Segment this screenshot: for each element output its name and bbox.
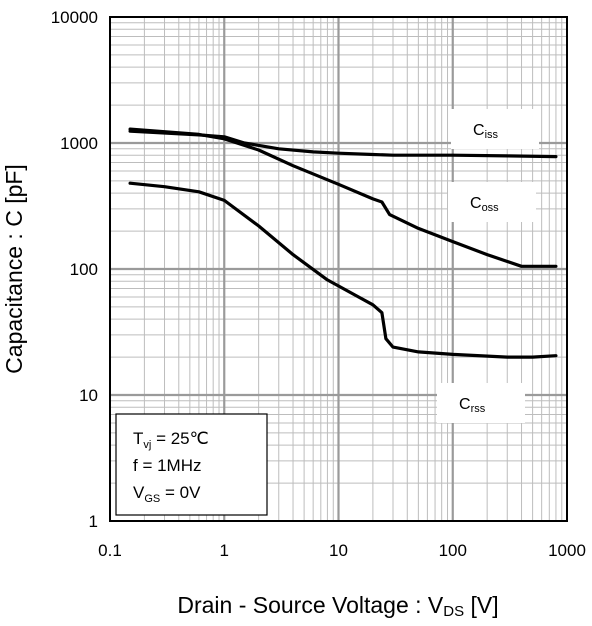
y-tick-label: 10000 <box>51 8 98 27</box>
x-tick-labels: 0.1 1 10 100 1000 <box>98 541 586 560</box>
y-tick-label: 100 <box>70 260 98 279</box>
series-label-coss: Coss <box>448 182 536 222</box>
y-tick-label: 1000 <box>60 134 98 153</box>
x-axis-title: Drain - Source Voltage : VDS [V] <box>177 592 498 620</box>
x-tick-label: 10 <box>329 541 348 560</box>
conditions-frame <box>115 413 268 516</box>
series-label-text: Coss <box>470 195 499 214</box>
series-labels: Ciss Coss Crss <box>437 109 539 423</box>
condition-frequency: f = 1MHz <box>133 456 202 475</box>
series-label-text: Crss <box>459 396 486 415</box>
series-label-ciss: Ciss <box>451 109 539 149</box>
series-line-crss <box>128 181 558 359</box>
y-tick-label: 10 <box>79 386 98 405</box>
series-layer <box>128 127 558 359</box>
condition-vgs: VGS = 0V <box>133 483 201 505</box>
plot-frame <box>109 16 568 522</box>
x-tick-label: 1000 <box>548 541 586 560</box>
x-tick-label: 0.1 <box>98 541 122 560</box>
y-tick-labels: 1 10 100 1000 10000 <box>51 8 98 531</box>
y-axis-title: Capacitance : C [pF] <box>1 164 27 374</box>
series-label-box <box>437 383 525 423</box>
series-label-box <box>451 109 539 149</box>
condition-temperature: Tvj = 25℃ <box>133 429 209 451</box>
series-label-box <box>448 182 536 222</box>
conditions-box: Tvj = 25℃ f = 1MHz VGS = 0V <box>115 413 268 516</box>
series-line-coss <box>128 127 558 268</box>
series-label-crss: Crss <box>437 383 525 423</box>
series-label-text: Ciss <box>473 122 499 141</box>
y-tick-label: 1 <box>89 512 98 531</box>
x-tick-label: 1 <box>220 541 229 560</box>
x-tick-label: 100 <box>439 541 467 560</box>
